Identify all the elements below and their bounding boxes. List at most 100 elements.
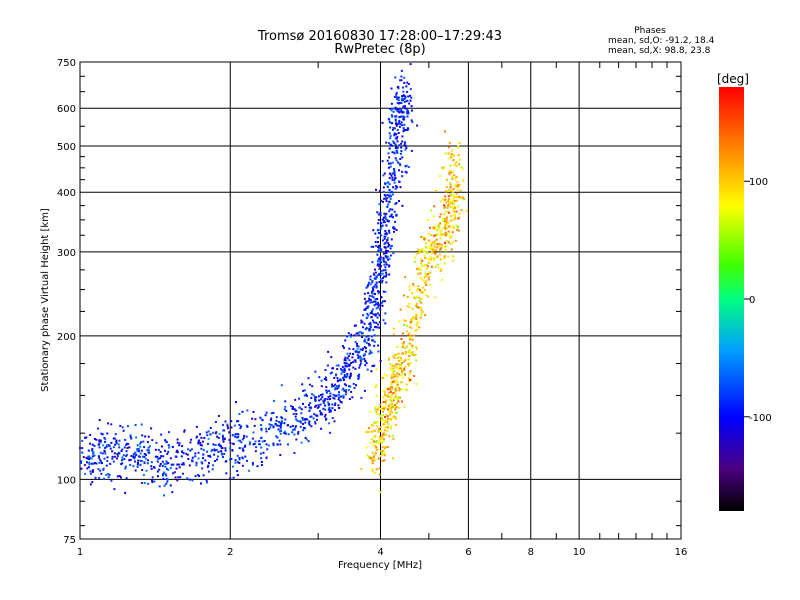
data-point-x	[451, 231, 454, 234]
data-point-x	[439, 248, 442, 251]
data-point-o	[123, 458, 126, 461]
data-point-x	[408, 302, 411, 305]
data-point-o	[150, 427, 153, 430]
data-point-o	[224, 447, 227, 450]
data-point-o	[180, 463, 183, 466]
data-point-x	[419, 288, 421, 291]
data-point-x	[433, 205, 436, 208]
data-point-o	[222, 438, 224, 441]
data-point-x	[374, 429, 376, 432]
data-point-x	[447, 152, 450, 155]
data-point-x	[389, 391, 392, 393]
data-point-o	[194, 455, 197, 458]
data-point-o	[380, 234, 383, 237]
data-point-o	[393, 174, 396, 177]
data-point-x	[444, 234, 447, 237]
data-point-o	[383, 237, 386, 240]
data-point-o	[357, 375, 359, 377]
data-point-o	[343, 367, 346, 370]
data-point-o	[378, 244, 381, 247]
data-point-o	[320, 385, 323, 388]
data-point-x	[452, 194, 455, 197]
data-point-o	[98, 419, 101, 422]
data-point-x	[453, 213, 456, 216]
data-point-o	[387, 152, 390, 155]
data-point-o	[348, 398, 351, 400]
y-tick-label: 600	[57, 104, 76, 115]
data-point-x	[439, 237, 442, 240]
data-point-o	[178, 444, 181, 447]
data-point-x	[388, 410, 391, 413]
data-point-o	[158, 468, 161, 471]
data-point-o	[350, 362, 353, 364]
data-point-o	[371, 292, 374, 295]
data-point-o	[217, 450, 220, 453]
data-point-o	[405, 85, 408, 88]
data-point-o	[406, 129, 409, 131]
data-point-o	[161, 460, 164, 463]
colorbar-tick-label: 0	[749, 295, 755, 306]
data-point-x	[378, 440, 381, 443]
data-point-o	[377, 290, 380, 293]
data-point-o	[324, 369, 327, 371]
data-point-o	[98, 477, 101, 479]
data-point-o	[252, 410, 255, 413]
data-point-x	[452, 199, 455, 202]
data-point-o	[393, 210, 396, 213]
data-point-o	[365, 286, 368, 289]
data-point-o	[168, 431, 170, 434]
data-point-o	[401, 97, 404, 100]
data-point-x	[403, 319, 406, 322]
data-point-x	[439, 258, 442, 261]
data-point-x	[377, 457, 380, 460]
data-point-o	[334, 386, 337, 389]
data-point-x	[384, 400, 387, 403]
data-point-o	[393, 168, 396, 171]
data-point-x	[407, 334, 410, 337]
data-point-o	[356, 354, 359, 357]
data-point-o	[332, 396, 335, 399]
data-point-x	[401, 345, 404, 348]
data-point-o	[389, 244, 392, 247]
data-point-o	[314, 422, 317, 425]
data-point-o	[191, 456, 194, 459]
data-point-o	[385, 281, 388, 284]
data-point-o	[408, 102, 411, 105]
data-point-x	[441, 217, 444, 220]
data-point-o	[80, 467, 83, 470]
data-point-x	[449, 201, 452, 204]
data-point-x	[384, 393, 386, 396]
data-point-x	[415, 318, 418, 321]
data-point-x	[405, 350, 408, 353]
data-point-x	[384, 406, 387, 409]
data-point-o	[411, 109, 413, 112]
data-point-x	[391, 387, 394, 390]
phase-annotation-title: Phases	[634, 26, 666, 36]
data-point-o	[385, 231, 388, 234]
data-point-o	[369, 349, 372, 352]
data-point-o	[283, 422, 286, 425]
data-point-o	[234, 459, 237, 462]
data-point-x	[433, 241, 436, 244]
data-point-o	[144, 457, 147, 460]
data-point-o	[167, 468, 170, 471]
data-point-o	[395, 98, 398, 101]
data-point-o	[287, 424, 289, 426]
data-point-o	[330, 410, 332, 413]
data-point-x	[388, 357, 390, 360]
data-point-o	[345, 376, 348, 379]
data-point-o	[163, 463, 166, 465]
data-point-o	[188, 464, 191, 467]
data-point-o	[395, 122, 397, 125]
data-point-o	[110, 441, 113, 444]
data-point-o	[92, 451, 95, 454]
data-point-x	[419, 316, 422, 319]
data-point-x	[446, 207, 449, 210]
data-point-o	[385, 233, 388, 236]
x-tick-label: 1	[77, 547, 83, 558]
x-tick-label: 6	[465, 547, 471, 558]
data-point-x	[410, 327, 413, 330]
data-point-o	[249, 441, 251, 444]
data-point-x	[390, 365, 393, 368]
